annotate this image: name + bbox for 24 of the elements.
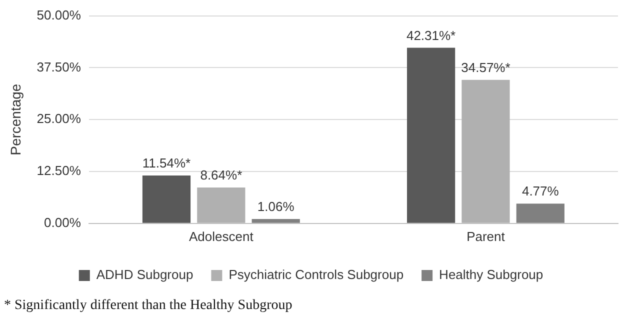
bar [252, 219, 300, 223]
legend-label: ADHD Subgroup [96, 267, 194, 282]
y-tick-label: 12.50% [36, 163, 82, 178]
bar [142, 175, 191, 223]
bar [197, 188, 246, 223]
data-label: 8.64%* [200, 168, 242, 183]
data-label: 42.31%* [406, 28, 456, 43]
y-tick-label: 0.00% [44, 214, 82, 230]
text: * Significantly different than the Healthy Subgroup [3, 298, 294, 314]
data-label: 4.77% [522, 184, 560, 199]
data-label: 34.57%* [461, 60, 510, 75]
bar [462, 80, 510, 223]
y-tick-label: 50.00% [36, 7, 82, 22]
data-label: 11.54%* [142, 156, 191, 171]
y-tick-label: 25.00% [36, 111, 82, 126]
legend-label: Healthy Subgroup [439, 267, 544, 282]
bar [516, 204, 564, 223]
data-label: 1.06% [257, 199, 295, 214]
bar [406, 48, 456, 223]
x-tick-label: Parent [466, 228, 506, 244]
y-tick-label: 37.50% [36, 59, 82, 74]
legend-label: Psychiatric Controls Subgroup [228, 267, 404, 282]
y-axis-title: Percentage [7, 84, 24, 156]
x-tick-label: Adolescent [189, 228, 254, 244]
